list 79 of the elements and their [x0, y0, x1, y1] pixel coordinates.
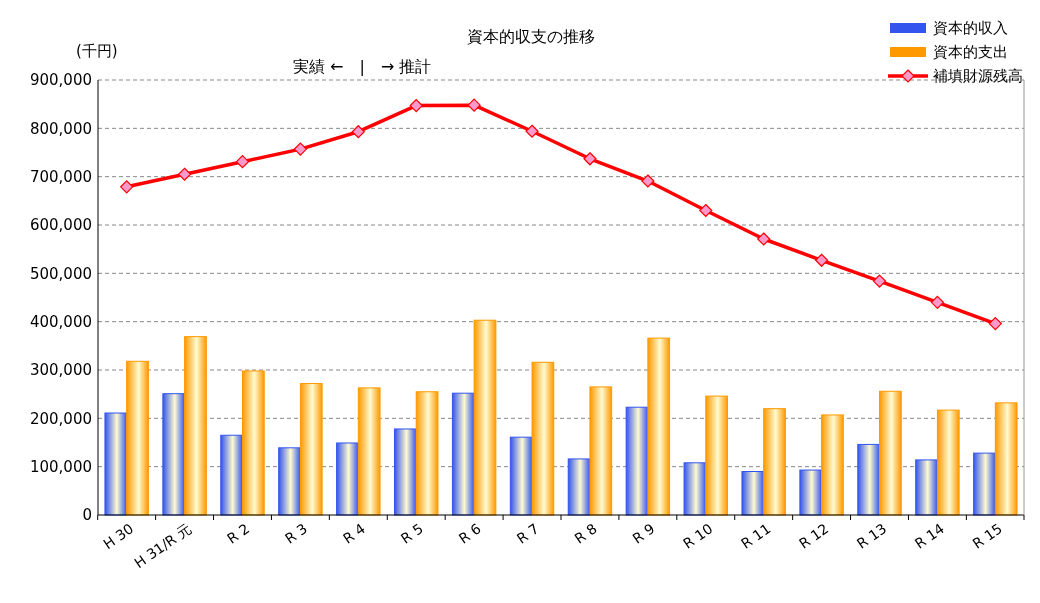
- bar: [625, 406, 649, 516]
- bar: [763, 408, 786, 516]
- bar: [184, 336, 207, 516]
- point: [177, 167, 192, 181]
- x-tick-label: R 6: [455, 520, 484, 547]
- bar: [126, 360, 149, 516]
- y-tick-label: 0: [82, 506, 92, 525]
- bar: [473, 319, 497, 516]
- bar: [683, 462, 707, 516]
- point: [467, 98, 481, 112]
- bar: [705, 395, 728, 516]
- x-tick-label: R 15: [969, 520, 1006, 552]
- bar: [336, 442, 359, 516]
- y-tick-label: 800,000: [29, 119, 92, 138]
- bar: [299, 383, 323, 516]
- bar: [857, 443, 881, 516]
- bar: [567, 458, 591, 516]
- bar: [509, 436, 533, 516]
- y-tick-label: 900,000: [29, 71, 92, 90]
- bar: [451, 392, 475, 516]
- legend-label: 資本的収入: [933, 19, 1008, 38]
- legend-label: 資本的支出: [933, 43, 1008, 62]
- y-tick-label: 500,000: [29, 264, 92, 283]
- y-tick-label: 300,000: [29, 361, 92, 380]
- point: [409, 99, 423, 113]
- bar: [915, 459, 938, 516]
- point: [699, 203, 713, 218]
- bar: [415, 391, 439, 516]
- x-tick-label: R 2: [224, 520, 253, 547]
- bar: [278, 447, 301, 516]
- bar: [531, 361, 555, 516]
- y-axis-title: (千円): [76, 42, 118, 60]
- bar: [357, 387, 381, 516]
- bar: [394, 428, 417, 516]
- x-tick-label: R 9: [629, 520, 658, 547]
- y-tick-label: 400,000: [29, 312, 92, 331]
- point: [757, 232, 771, 246]
- bar: [162, 393, 186, 516]
- point: [872, 274, 887, 288]
- y-tick-label: 200,000: [29, 409, 92, 428]
- x-tick-label: R 13: [853, 520, 890, 552]
- y-tick-label: 700,000: [29, 167, 92, 186]
- y-tick-label: 600,000: [29, 216, 92, 235]
- bar: [879, 390, 902, 516]
- bar: [104, 412, 128, 516]
- chart-title: 資本的収支の推移: [467, 27, 595, 46]
- x-tick-label: R 4: [339, 520, 369, 547]
- x-tick-label: R 10: [680, 520, 716, 552]
- bar: [973, 452, 996, 516]
- legend-label: 補填財源残高: [933, 67, 1023, 86]
- point: [930, 295, 945, 309]
- point: [583, 152, 597, 166]
- point: [988, 317, 1002, 331]
- point: [293, 142, 307, 156]
- point: [815, 253, 829, 267]
- x-tick-label: R 7: [513, 520, 542, 547]
- point: [120, 180, 134, 194]
- x-tick-label: R 8: [571, 520, 600, 547]
- point: [641, 174, 655, 188]
- x-tick-label: R 11: [738, 520, 774, 552]
- x-tick-label: R 3: [282, 520, 311, 547]
- x-tick-label: R 14: [911, 520, 948, 552]
- bar: [821, 414, 844, 516]
- y-tick-label: 100,000: [29, 457, 92, 476]
- bar: [994, 402, 1018, 516]
- bar: [589, 386, 613, 516]
- point: [235, 155, 250, 169]
- x-tick-label: R 5: [397, 520, 426, 547]
- bar: [220, 434, 243, 516]
- point: [525, 124, 539, 138]
- bar: [799, 469, 823, 516]
- bar: [936, 409, 960, 516]
- bar: [647, 337, 671, 516]
- x-tick-label: R 12: [795, 520, 832, 552]
- text: 実績 ← | → 推計: [293, 57, 432, 76]
- bar: [241, 370, 265, 516]
- x-tick-label: H 30: [100, 520, 137, 553]
- point: [351, 125, 365, 139]
- bar: [741, 471, 765, 516]
